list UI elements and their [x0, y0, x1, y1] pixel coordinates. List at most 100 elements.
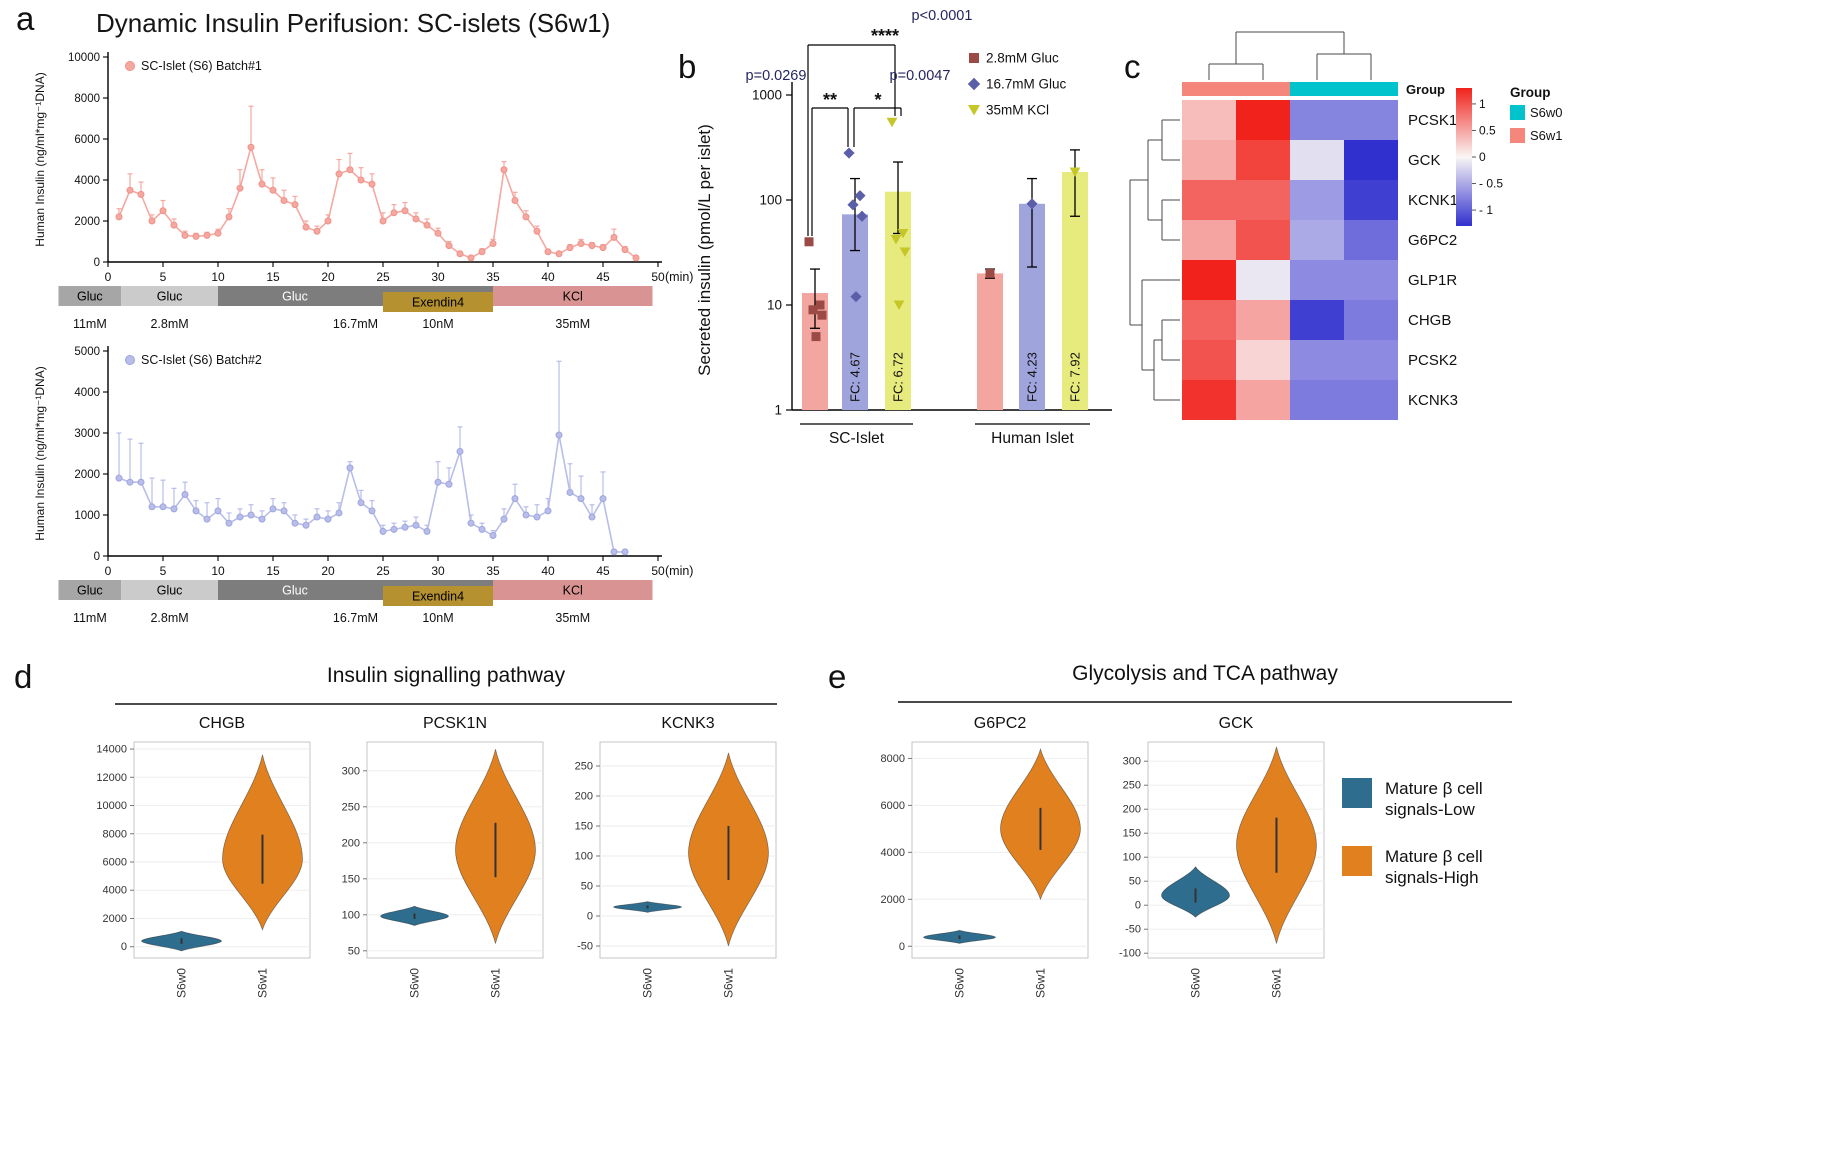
- treatment-label: Exendin4: [412, 590, 464, 604]
- y-tick-label: 50: [1129, 876, 1141, 888]
- treatment-dose: 2.8mM: [150, 317, 188, 331]
- data-point: [247, 511, 255, 519]
- triangle-down-marker: [899, 247, 911, 257]
- y-tick-label: 8000: [881, 753, 905, 765]
- data-point: [203, 231, 211, 239]
- data-point: [137, 478, 145, 486]
- heat-cell: [1344, 140, 1398, 180]
- x-category-label: S6w0: [175, 968, 189, 998]
- gene-label: GCK: [1408, 152, 1441, 169]
- violin-pcsk1n: 50 100 150 200 250 300 PCSK1N S6w0 S6w1: [342, 715, 544, 998]
- heat-cell: [1182, 300, 1236, 340]
- group-annotation-cell: [1182, 82, 1236, 96]
- square-marker: [815, 300, 825, 310]
- subplot-title: G6PC2: [974, 715, 1027, 732]
- square-marker: [985, 268, 995, 278]
- heat-cell: [1344, 340, 1398, 380]
- panel-e-title: Glycolysis and TCA pathway: [1072, 662, 1338, 685]
- data-point: [302, 521, 310, 529]
- data-point: [269, 505, 277, 513]
- panel-c-label: c: [1124, 48, 1141, 85]
- violin-gck: -100 -50 0 50 100 150 200 250 300 GCK S6w0 S6w1: [1119, 715, 1325, 998]
- data-point: [566, 244, 574, 252]
- y-tick-label: 250: [575, 761, 593, 773]
- significance-stars: **: [823, 90, 837, 110]
- heat-cell: [1182, 140, 1236, 180]
- y-tick-label: 12000: [96, 772, 127, 784]
- p-value: p=0.0047: [890, 68, 951, 84]
- data-point: [379, 527, 387, 535]
- x-tick-label: 15: [266, 564, 280, 578]
- x-category-label: S6w0: [641, 968, 655, 998]
- gene-label: G6PC2: [1408, 232, 1457, 249]
- secretion-bar-chart: 1 10 100 1000 Secreted insulin (pmol/L per i…: [695, 8, 1112, 447]
- legend-swatch-high: [1342, 846, 1372, 876]
- data-point: [225, 519, 233, 527]
- data-point: [478, 248, 486, 256]
- panel-d-underline: [115, 703, 777, 705]
- legend-marker: [125, 61, 135, 71]
- y-tick-label: 150: [342, 873, 360, 885]
- data-point: [599, 244, 607, 252]
- data-point: [148, 503, 156, 511]
- data-point: [555, 431, 563, 439]
- data-point: [313, 513, 321, 521]
- y-tick-label: 0: [587, 911, 593, 923]
- treatment-dose: 16.7mM: [333, 611, 378, 625]
- significance-stars: *: [874, 90, 881, 110]
- data-point: [588, 242, 596, 250]
- data-point: [368, 180, 376, 188]
- y-tick-label: 1000: [74, 510, 100, 522]
- data-point: [126, 478, 134, 486]
- p-value: p=0.0269: [746, 68, 807, 84]
- data-point: [291, 201, 299, 209]
- condition-legend-label: 35mM KCl: [986, 103, 1049, 118]
- y-tick-label: 1000: [752, 88, 782, 103]
- legend-item-low: Mature β cell signals-Low: [1342, 778, 1483, 820]
- annotation-title: Group: [1406, 82, 1445, 97]
- legend-marker: [125, 355, 135, 365]
- heat-cell: [1290, 340, 1344, 380]
- series-legend-label: SC-Islet (S6) Batch#1: [141, 59, 262, 73]
- heat-cell: [1344, 300, 1398, 340]
- data-point: [280, 507, 288, 515]
- data-point: [511, 495, 519, 503]
- group-annotation-cell: [1290, 82, 1344, 96]
- gene-label: KCNK1: [1408, 192, 1458, 209]
- data-point: [335, 170, 343, 178]
- y-tick-label: 100: [342, 909, 360, 921]
- x-axis-unit: (min): [665, 564, 693, 578]
- panel-e-underline: [898, 701, 1512, 703]
- y-axis-title: Secreted insulin (pmol/L per islet): [695, 124, 714, 376]
- colorbar: [1456, 88, 1472, 226]
- data-point: [258, 515, 266, 523]
- data-point: [456, 447, 464, 455]
- data-point: [192, 232, 200, 240]
- data-point: [500, 166, 508, 174]
- x-category-label: S6w1: [721, 968, 735, 998]
- group-legend-swatch: [1510, 128, 1525, 143]
- heat-cell: [1236, 220, 1290, 260]
- data-point: [170, 505, 178, 513]
- legend-swatch-low: [1342, 778, 1372, 808]
- panel-d-label: d: [14, 658, 33, 695]
- y-tick-label: 100: [575, 851, 593, 863]
- y-tick-label: 200: [342, 837, 360, 849]
- x-category-label: S6w1: [1033, 968, 1047, 998]
- heat-cell: [1290, 260, 1344, 300]
- fold-change-label: FC: 4.23: [1025, 352, 1040, 402]
- data-point: [412, 521, 420, 529]
- group-label: Human Islet: [991, 430, 1074, 447]
- legend-label-high-line2: signals-High: [1385, 868, 1479, 887]
- subplot-title: KCNK3: [661, 715, 714, 732]
- y-tick-label: 8000: [103, 828, 127, 840]
- legend-label-high-line1: Mature β cell: [1385, 847, 1483, 866]
- legend-item-high: Mature β cell signals-High: [1342, 846, 1483, 888]
- data-point: [610, 233, 618, 241]
- y-tick-label: 300: [342, 765, 360, 777]
- y-tick-label: 3000: [74, 428, 100, 440]
- data-point: [401, 523, 409, 531]
- data-point: [467, 519, 475, 527]
- panel-a-title: Dynamic Insulin Perifusion: SC-islets (S…: [96, 8, 611, 38]
